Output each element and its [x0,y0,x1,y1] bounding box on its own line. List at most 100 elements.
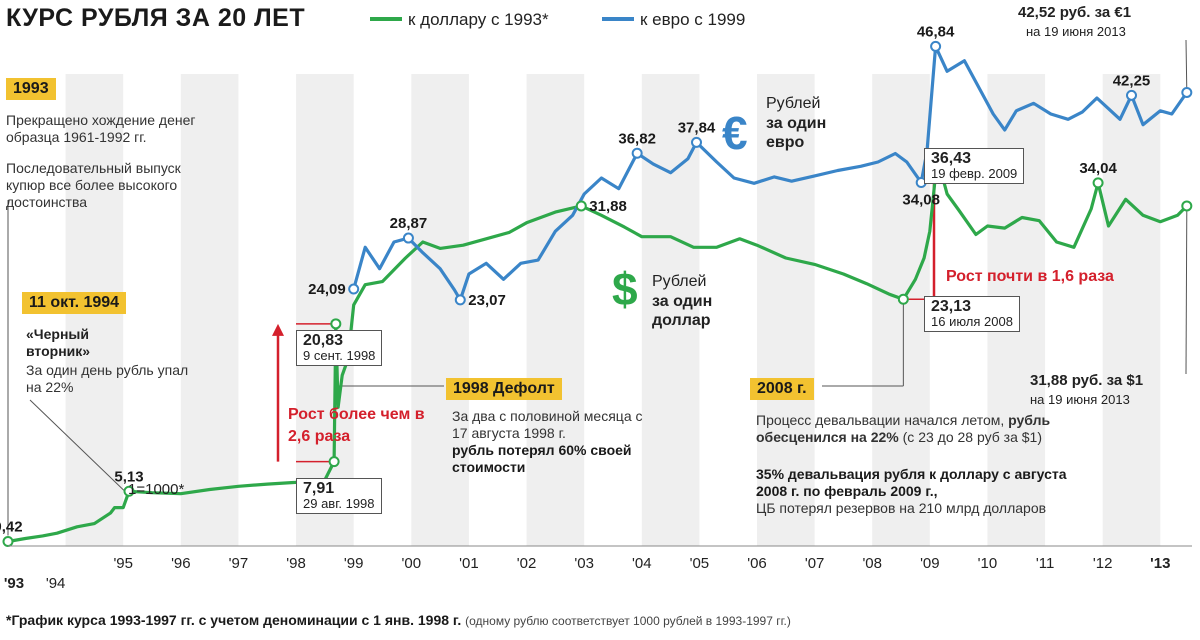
tick-label: '07 [805,555,825,572]
point-marker-usd [2,536,14,548]
note-2008-a-text: Процесс девальвации начался летом, [756,412,1005,428]
box-1998-low-date: 29 авг. 1998 [303,496,375,511]
point-marker-usd [575,200,587,212]
tick-label: '95 [113,555,133,572]
tick-label: '01 [459,555,479,572]
year-band [411,74,469,546]
point-marker-eur [1181,86,1193,98]
box-2008-low: 23,13 16 июля 2008 [924,296,1020,332]
box-1998-high-date: 9 сент. 1998 [303,348,376,363]
footnote-bold: *График курса 1993-1997 гг. с учетом ден… [6,612,462,628]
legend-eur-swatch [602,17,634,21]
tick-label: '04 [632,555,652,572]
note-1993-b: Последовательный выпуск купюр все более … [6,160,181,210]
year-band [180,74,239,546]
box-2008-low-value: 23,13 [931,298,972,315]
badge-1994: 11 окт. 1994 [22,292,127,314]
box-1998-high: 20,83 9 сент. 1998 [296,330,383,366]
legend-eur-label: к евро с 1999 [640,10,746,29]
box-2009-high-date: 19 февр. 2009 [931,166,1018,181]
data-label: 0,42 [0,519,23,536]
rise-2008-label: Рост почти в 1,6 раза [946,268,1114,285]
dollar-icon: $ [612,263,638,315]
series-line-usd [7,155,1188,544]
series-lines [7,44,1189,544]
chart-title: КУРС РУБЛЯ ЗА 20 ЛЕТ [6,4,306,32]
tick-label: '00 [402,555,422,572]
note-black-tuesday-title: «Черный вторник» [26,326,91,359]
footnote: *График курса 1993-1997 гг. с учетом ден… [6,612,791,628]
denomination-note: 1=1000* [128,481,185,498]
tick-label: '98 [286,555,306,572]
data-label: 24,09 [308,281,346,298]
footnote-small: (одному рублю соответствует 1000 рублей … [465,614,791,628]
usd-series-label-bold: за один доллар [652,293,713,329]
point-marker-eur [691,136,703,148]
data-label: 34,08 [902,191,940,208]
connector-final-eur [1185,39,1188,93]
tick-label: '02 [517,555,537,572]
eur-series-label-bold: за один евро [766,115,827,151]
data-label: 28,87 [390,215,428,232]
data-label: 46,84 [917,23,955,40]
final-eur-date: на 19 июня 2013 [1026,24,1126,39]
box-1998-low: 7,91 29 авг. 1998 [296,478,382,514]
tick-label: '05 [690,555,710,572]
point-marker-eur [402,232,414,244]
note-2008-a-bold: рубль обесценился на 22% [756,412,1051,445]
final-eur-value: 42,52 руб. за €1 [1018,4,1132,21]
euro-icon: € [722,107,748,159]
box-2009-high: 36,43 19 февр. 2009 [924,148,1025,184]
note-black-tuesday: За один день рубль упал на 22% [26,362,189,395]
connector-1994 [29,399,130,496]
tick-label: '97 [229,555,249,572]
point-marker-usd [897,293,909,305]
point-marker-eur [348,283,360,295]
point-marker-usd [330,318,342,330]
note-1998-b: рубль потерял 60% своей стоимости [452,442,632,475]
final-usd-value: 31,88 руб. за $1 [1030,372,1144,389]
tick-label: '03 [574,555,594,572]
data-label: 37,84 [678,119,716,136]
point-marker-eur [454,294,466,306]
note-2008-a: Процесс девальвации начался летом, рубль… [756,412,1116,446]
tick-label: '96 [171,555,191,572]
tick-label: '08 [862,555,882,572]
tick-label: '09 [920,555,940,572]
tick-label: '06 [747,555,767,572]
year-band [526,74,585,546]
box-2008-low-date: 16 июля 2008 [931,314,1013,329]
badge-1993: 1993 [6,78,56,100]
note-2008-c: ЦБ потерял резервов на 210 млрд долларов [756,500,1047,516]
point-marker-eur [930,40,942,52]
point-marker-usd [123,485,135,497]
eur-series-label: Рублей [766,95,821,112]
data-label: 42,25 [1113,72,1151,89]
usd-series-label: Рублей [652,273,707,290]
tick-label: '99 [344,555,364,572]
badge-2008: 2008 г. [750,378,814,400]
note-1993-a: Прекращено хождение денег образца 1961-1… [6,112,196,145]
legend-usd-swatch [370,17,402,21]
x-axis-ticks: '93 '94 '95 '96 '97 '98 '99 '00 '01 '02 '03 '04 '05 '… [4,545,1192,592]
point-marker-usd [1181,200,1193,212]
point-marker-eur [1126,89,1138,101]
tick-label: '10 [978,555,998,572]
box-2009-high-value: 36,43 [931,150,972,167]
rise-1998-label: Рост более чем в 2,6 раза [288,406,425,445]
data-label: 31,88 [589,198,627,215]
arrow-1998-head [272,323,284,336]
point-markers: 0,42 5,13 24,09 28,87 23,07 31,88 36,82 37,84 34… [0,23,1193,548]
badge-1998-default: 1998 Дефолт [446,378,562,400]
box-1998-high-value: 20,83 [303,332,344,349]
data-label: 23,07 [468,292,506,309]
data-label: 5,13 [114,468,143,485]
tick-label: '13 [1150,555,1170,572]
series-line-eur [352,44,1189,302]
tick-label: '94 [46,575,66,592]
point-marker-usd [328,456,340,468]
tick-label: '93 [4,575,24,592]
final-usd-date: на 19 июня 2013 [1030,392,1130,407]
note-2008-b: 35% девальвация рубля к доллару с август… [756,466,1067,499]
